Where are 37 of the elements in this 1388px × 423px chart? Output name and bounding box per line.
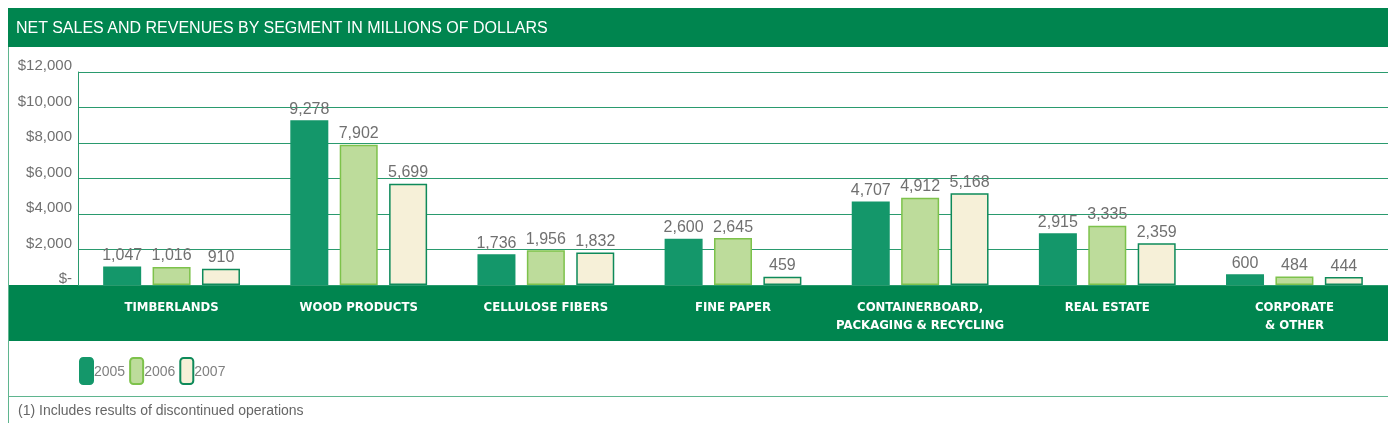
legend-label: 2005 (94, 363, 126, 379)
y-tick-label: $4,000 (26, 198, 72, 215)
x-tick-label: WOOD PRODUCTS (299, 298, 418, 314)
data-label: 444 (1330, 256, 1358, 274)
data-label: 484 (1281, 255, 1308, 273)
x-tick-label: REAL ESTATE (1064, 298, 1150, 314)
data-label: 2,645 (712, 217, 754, 235)
data-label: 1,047 (102, 245, 143, 263)
legend-label: 2006 (144, 363, 176, 379)
data-label: 5,699 (388, 163, 429, 181)
data-label: 1,956 (525, 229, 566, 247)
y-tick-label: $- (58, 269, 72, 286)
y-tick-label: $10,000 (17, 91, 72, 109)
x-tick-label: CELLULOSE FIBERS (483, 298, 609, 314)
data-label: 910 (207, 248, 235, 266)
data-label: 2,600 (663, 218, 704, 236)
data-label: 4,912 (900, 177, 941, 195)
data-label: 2,359 (1136, 222, 1177, 240)
y-tick-label: $8,000 (26, 127, 72, 144)
x-tick-label: TIMBERLANDS (124, 298, 219, 314)
x-tick-label: CONTAINERBOARD, PACKAGING & RECYCLING (836, 298, 1005, 332)
legend-label: 2007 (194, 363, 226, 379)
data-label: 1,736 (476, 233, 517, 251)
y-tick-label: $2,000 (26, 233, 72, 251)
data-label: 2,915 (1037, 212, 1078, 230)
data-label: 600 (1231, 253, 1259, 271)
data-label: 4,707 (850, 180, 891, 198)
text: (1) Includes results of discontinued operations (18, 402, 304, 418)
x-tick-label: CORPORATE & OTHER (1254, 298, 1334, 332)
y-tick-label: $12,000 (17, 56, 72, 73)
chart-title: NET SALES AND REVENUES BY SEGMENT IN MILLIONS OF DOLLARS (8, 8, 1388, 47)
data-label: 7,902 (338, 124, 379, 142)
x-tick-label: FINE PAPER (694, 298, 772, 314)
data-label: 459 (769, 256, 796, 274)
data-label: 1,832 (575, 231, 616, 249)
y-tick-label: $6,000 (26, 162, 72, 180)
data-label: 1,016 (151, 246, 192, 264)
